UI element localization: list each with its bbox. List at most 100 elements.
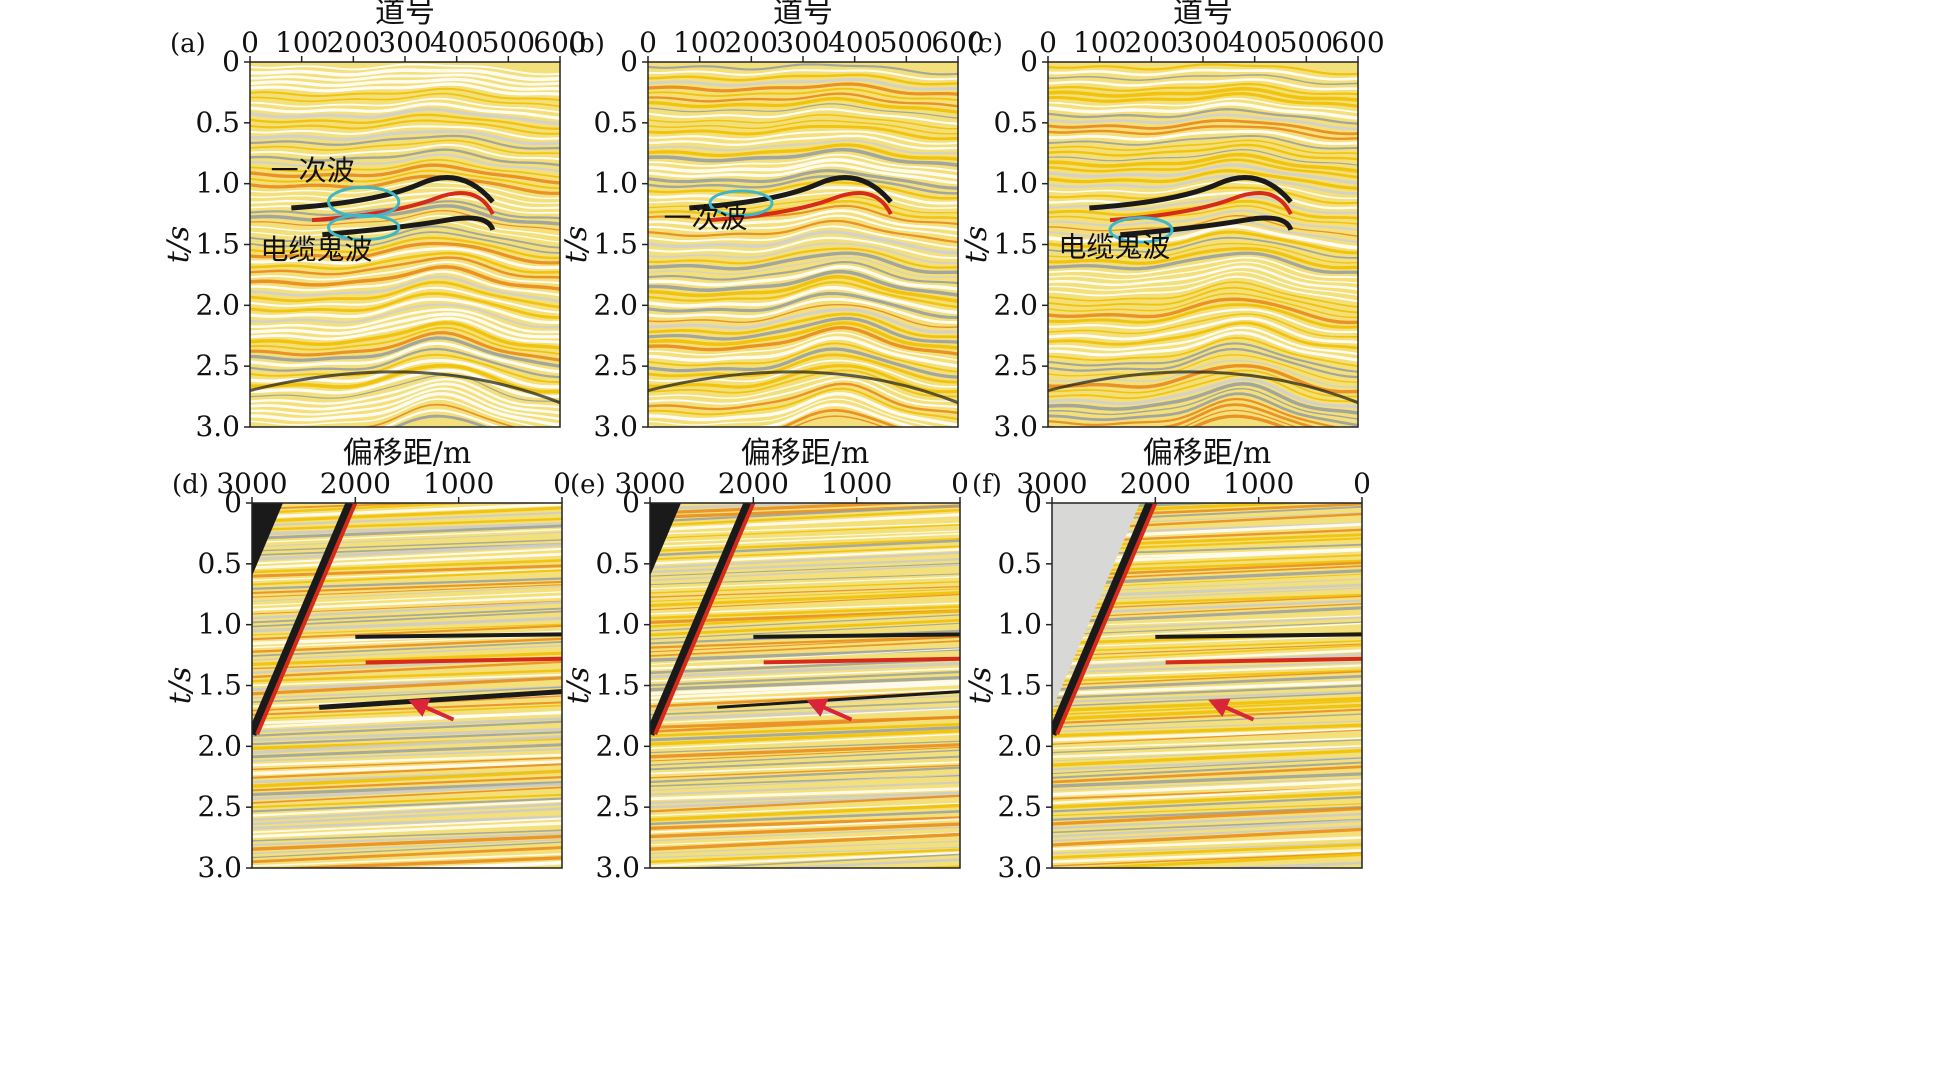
reflection-trace bbox=[650, 522, 960, 535]
reflection-trace bbox=[1052, 761, 1362, 779]
reflection-horizon bbox=[1048, 308, 1358, 334]
reflection-trace bbox=[252, 799, 562, 817]
reflection-horizon bbox=[1048, 261, 1358, 284]
reflection-trace bbox=[252, 564, 562, 578]
reflection-horizon bbox=[648, 169, 958, 190]
strong-horizon-red bbox=[365, 656, 562, 665]
reflection-horizon bbox=[648, 308, 958, 334]
panel-label: (d) bbox=[172, 470, 209, 500]
reflection-horizon bbox=[250, 153, 560, 173]
reflection-trace bbox=[1052, 756, 1362, 771]
reflection-horizon bbox=[250, 169, 560, 190]
reflection-horizon bbox=[1048, 246, 1358, 270]
reflection-horizon bbox=[1048, 82, 1358, 96]
reflection-trace bbox=[650, 682, 960, 700]
x-tick-label: 0 bbox=[951, 467, 969, 500]
reflection-trace bbox=[1052, 727, 1362, 742]
reflection-trace bbox=[650, 503, 936, 515]
reflection-horizon bbox=[1190, 414, 1288, 427]
reflection-horizon bbox=[1048, 377, 1358, 409]
reflection-horizon bbox=[1048, 158, 1358, 179]
reflection-horizon bbox=[648, 303, 958, 329]
y-tick-label: 1.0 bbox=[595, 608, 640, 641]
reflection-horizon bbox=[1048, 382, 1358, 415]
reflection-trace bbox=[1052, 795, 1362, 813]
x-axis-title: 道号 bbox=[375, 0, 435, 30]
reflection-horizon bbox=[1181, 409, 1298, 427]
reflection-trace bbox=[1052, 708, 1362, 725]
x-tick-label: 200 bbox=[725, 26, 778, 59]
reflection-trace bbox=[1052, 621, 1362, 636]
y-tick-label: 2.5 bbox=[197, 790, 242, 823]
reflection-trace bbox=[650, 840, 960, 854]
reflection-horizon bbox=[648, 175, 958, 195]
seismic-image bbox=[252, 503, 562, 868]
y-tick-label: 3.0 bbox=[993, 410, 1038, 443]
y-tick-label: 2.0 bbox=[595, 729, 640, 762]
reflection-trace bbox=[1052, 765, 1362, 784]
reflection-horizon bbox=[392, 414, 489, 427]
reflection-trace bbox=[650, 647, 960, 662]
reflection-trace bbox=[1052, 640, 1362, 653]
highlight-ellipse bbox=[708, 189, 774, 217]
y-tick-label: 2.0 bbox=[195, 288, 240, 321]
reflection-trace bbox=[252, 524, 562, 540]
reflection-horizon bbox=[250, 87, 560, 102]
reflection-trace bbox=[252, 701, 562, 716]
reflection-horizon bbox=[250, 341, 560, 374]
reflection-horizon bbox=[250, 134, 560, 150]
reflection-trace bbox=[650, 733, 960, 750]
reflection-trace bbox=[650, 670, 960, 687]
reflection-trace bbox=[252, 747, 562, 762]
reflection-trace bbox=[252, 782, 562, 801]
x-tick-label: 0 bbox=[639, 26, 657, 59]
deep-event bbox=[250, 370, 560, 405]
reflection-horizon bbox=[648, 387, 958, 421]
reflection-horizon bbox=[1048, 236, 1358, 259]
reflection-trace bbox=[1052, 786, 1362, 805]
reflection-trace bbox=[252, 651, 562, 666]
reflection-horizon bbox=[648, 134, 958, 150]
reflection-trace bbox=[252, 846, 562, 864]
reflection-trace bbox=[1052, 849, 1362, 864]
reflection-horizon bbox=[648, 209, 958, 232]
reflection-trace bbox=[252, 673, 562, 687]
reflection-trace bbox=[1052, 643, 1362, 657]
reflection-horizon bbox=[648, 269, 958, 297]
direct-wave-red bbox=[1055, 503, 1158, 735]
reflection-horizon bbox=[648, 398, 938, 427]
primary-event-red bbox=[1109, 191, 1293, 223]
reflection-horizon bbox=[250, 303, 560, 329]
reflection-horizon bbox=[250, 148, 560, 167]
x-axis-title: 道号 bbox=[773, 0, 833, 30]
x-tick-label: 300 bbox=[1176, 26, 1229, 59]
reflection-horizon bbox=[648, 374, 958, 403]
reflection-trace bbox=[650, 746, 960, 762]
y-tick-label: 1.5 bbox=[997, 669, 1042, 702]
reflection-horizon bbox=[1048, 97, 1358, 114]
reflection-trace bbox=[650, 618, 960, 637]
reflection-horizon bbox=[1048, 143, 1358, 161]
reflection-trace bbox=[650, 640, 960, 657]
y-tick-label: 1.0 bbox=[197, 608, 242, 641]
reflection-trace bbox=[650, 755, 960, 771]
x-tick-label: 500 bbox=[1280, 26, 1333, 59]
annotation-label: 一次波 bbox=[664, 201, 748, 234]
x-axis-title: 偏移距/m bbox=[343, 436, 472, 471]
reflection-trace bbox=[650, 764, 960, 779]
strong-horizon bbox=[355, 632, 562, 639]
y-tick-label: 2.0 bbox=[197, 729, 242, 762]
reflection-horizon bbox=[1048, 205, 1358, 225]
reflection-horizon bbox=[250, 77, 560, 91]
reflection-horizon bbox=[1048, 119, 1358, 136]
reflection-trace bbox=[1052, 649, 1362, 666]
x-axis-title: 道号 bbox=[1173, 0, 1233, 30]
reflection-horizon bbox=[1048, 168, 1358, 190]
reflection-trace bbox=[650, 558, 960, 574]
reflection-horizon bbox=[250, 297, 560, 324]
reflection-horizon bbox=[250, 63, 560, 76]
direct-wave bbox=[252, 503, 355, 736]
reflection-trace bbox=[1052, 587, 1362, 603]
reflection-trace bbox=[1052, 779, 1362, 797]
reflection-horizon bbox=[250, 102, 560, 120]
